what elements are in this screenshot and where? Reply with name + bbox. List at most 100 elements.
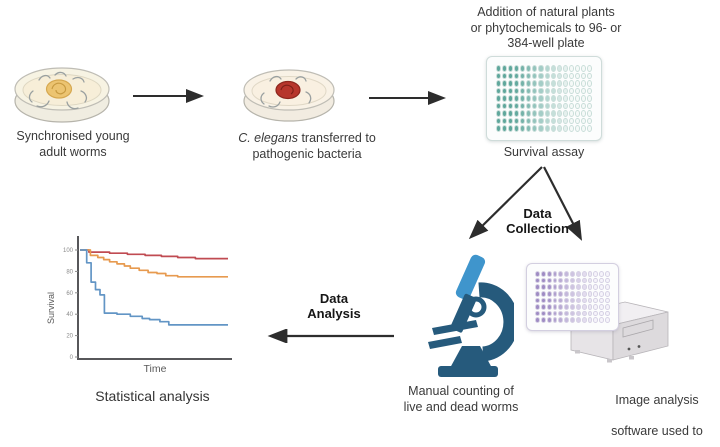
step2-label: C. elegans transferred to pathogenic bac… — [238, 131, 376, 161]
svg-text:80: 80 — [66, 269, 73, 275]
well — [526, 125, 532, 132]
statistical-analysis-label: Statistical analysis — [95, 388, 210, 404]
well — [558, 297, 564, 304]
well — [570, 277, 575, 284]
well — [599, 304, 605, 310]
well — [535, 284, 540, 290]
well — [581, 284, 587, 290]
well — [586, 110, 592, 117]
well — [564, 277, 570, 284]
well — [564, 310, 570, 317]
well — [580, 110, 586, 117]
well — [605, 310, 610, 317]
well — [538, 72, 544, 80]
well — [580, 125, 586, 132]
well — [544, 87, 550, 95]
well — [546, 284, 552, 290]
well — [599, 284, 605, 290]
well — [556, 65, 562, 72]
manual-counting-label: Manual counting of live and dead worms — [403, 384, 519, 414]
well — [581, 317, 587, 323]
well — [558, 290, 564, 297]
well — [526, 80, 532, 87]
well — [538, 80, 544, 87]
arrow-left-icon — [267, 329, 394, 343]
well — [514, 117, 520, 125]
well — [581, 310, 587, 317]
well — [514, 80, 520, 87]
well — [593, 284, 599, 290]
well — [586, 125, 592, 132]
well — [605, 284, 610, 290]
well — [556, 125, 562, 132]
well — [535, 277, 540, 284]
well — [568, 102, 574, 110]
bacterial-lawn-icon — [45, 79, 73, 99]
well — [502, 102, 508, 110]
data-analysis-label: Data Analysis — [307, 291, 361, 321]
well — [586, 72, 592, 80]
well — [575, 297, 581, 304]
well — [568, 65, 574, 72]
well — [502, 95, 508, 102]
well — [538, 125, 544, 132]
svg-text:40: 40 — [66, 312, 73, 318]
well — [526, 110, 532, 117]
well — [574, 125, 580, 132]
well — [562, 110, 568, 117]
well — [535, 310, 540, 317]
well — [546, 271, 552, 277]
well — [580, 95, 586, 102]
well — [520, 117, 526, 125]
well — [532, 65, 538, 72]
well — [599, 290, 605, 297]
well — [599, 310, 605, 317]
well — [550, 87, 556, 95]
well — [586, 65, 592, 72]
well — [556, 102, 562, 110]
well — [564, 290, 570, 297]
well — [502, 80, 508, 87]
well — [540, 310, 546, 317]
well — [514, 95, 520, 102]
well — [544, 72, 550, 80]
well — [587, 284, 593, 290]
well — [550, 80, 556, 87]
well — [540, 297, 546, 304]
well — [520, 102, 526, 110]
well — [580, 102, 586, 110]
well — [568, 125, 574, 132]
well — [496, 80, 502, 87]
well — [514, 87, 520, 95]
well — [581, 297, 587, 304]
petri-dish-young-worms-icon — [14, 67, 110, 123]
well — [550, 110, 556, 117]
well — [570, 271, 575, 277]
well — [514, 102, 520, 110]
well — [526, 72, 532, 80]
well — [538, 65, 544, 72]
well — [575, 290, 581, 297]
well — [544, 125, 550, 132]
well — [520, 80, 526, 87]
well — [535, 297, 540, 304]
well — [564, 284, 570, 290]
well — [532, 110, 538, 117]
step1-label: Synchronised young adult worms — [16, 129, 130, 159]
well — [552, 310, 558, 317]
well — [496, 72, 502, 80]
well — [574, 65, 580, 72]
well — [550, 65, 556, 72]
well — [514, 125, 520, 132]
well — [508, 87, 514, 95]
well — [508, 110, 514, 117]
well — [564, 297, 570, 304]
well — [532, 117, 538, 125]
well — [570, 304, 575, 310]
well — [568, 110, 574, 117]
well — [570, 290, 575, 297]
well — [502, 125, 508, 132]
well — [564, 317, 570, 323]
well — [558, 284, 564, 290]
well — [599, 271, 605, 277]
